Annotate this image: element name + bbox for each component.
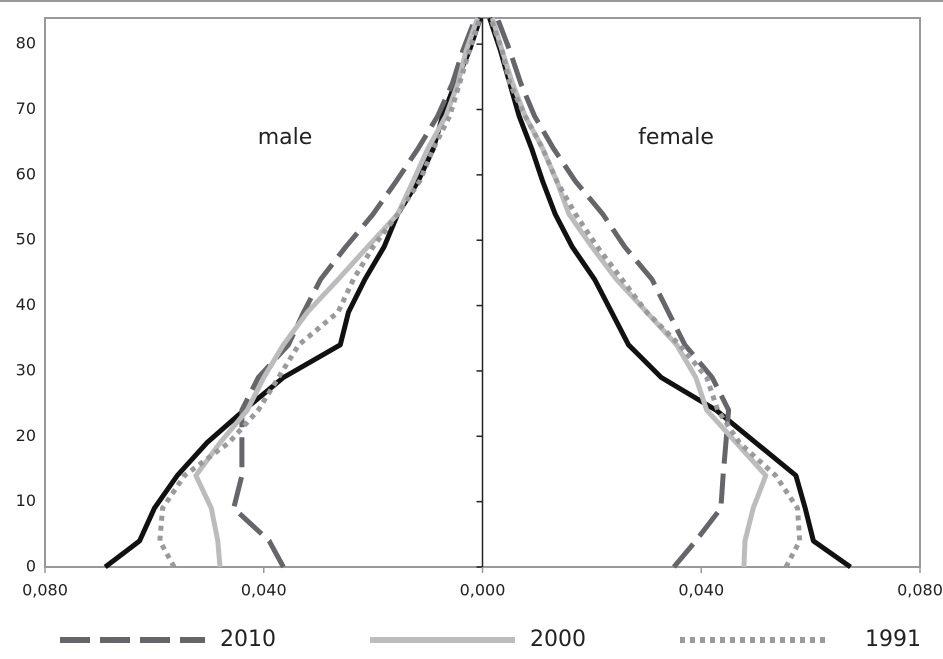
y-tick-label: 80: [16, 34, 36, 53]
y-tick-label: 50: [16, 230, 36, 249]
line-male: [231, 17, 478, 569]
line-male: [103, 17, 483, 569]
x-tick-label: 0,040: [678, 581, 724, 600]
line-female: [494, 17, 732, 569]
annotation: male: [258, 125, 313, 150]
line-female: [487, 17, 852, 570]
x-tick-label: 0,040: [241, 581, 287, 600]
y-tick-label: 70: [16, 99, 36, 118]
line-male: [157, 17, 483, 569]
x-tick-label: 0,080: [897, 581, 943, 600]
y-tick-label: 10: [16, 491, 36, 510]
legend-label: 1991: [865, 627, 921, 652]
y-tick-label: 40: [16, 295, 36, 314]
legend-label: 2010: [220, 627, 276, 652]
y-tick-label: 0: [26, 557, 36, 576]
x-tick-label: 0,080: [22, 581, 68, 600]
line-male: [193, 17, 480, 568]
line-female: [488, 17, 803, 569]
y-tick-label: 60: [16, 164, 36, 183]
legend-label: 2000: [530, 627, 586, 652]
x-tick-label: 0,000: [460, 581, 506, 600]
annotation: female: [638, 125, 714, 150]
y-tick-label: 20: [16, 426, 36, 445]
y-tick-label: 30: [16, 360, 36, 379]
